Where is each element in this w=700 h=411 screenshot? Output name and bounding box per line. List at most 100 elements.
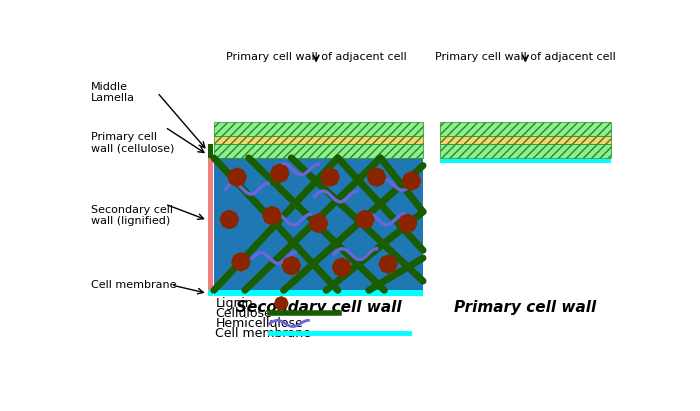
Circle shape	[309, 219, 318, 228]
Circle shape	[358, 212, 366, 220]
Text: Cell membrane: Cell membrane	[92, 280, 177, 290]
Circle shape	[225, 210, 234, 219]
Circle shape	[240, 261, 248, 269]
Circle shape	[398, 219, 407, 228]
Circle shape	[387, 256, 395, 265]
Bar	[208, 290, 213, 296]
Circle shape	[271, 208, 279, 217]
Circle shape	[330, 173, 339, 181]
Circle shape	[323, 176, 331, 185]
Circle shape	[276, 298, 282, 304]
Circle shape	[403, 224, 412, 232]
Circle shape	[379, 260, 388, 268]
Circle shape	[237, 173, 246, 181]
Bar	[208, 144, 213, 158]
Circle shape	[225, 220, 234, 229]
Circle shape	[237, 253, 245, 261]
Circle shape	[314, 224, 323, 232]
Bar	[214, 290, 423, 296]
Circle shape	[334, 266, 342, 275]
Circle shape	[332, 263, 342, 271]
Circle shape	[274, 300, 281, 307]
Circle shape	[240, 254, 248, 263]
Circle shape	[342, 263, 351, 271]
Bar	[440, 122, 610, 136]
Circle shape	[365, 215, 374, 224]
Circle shape	[403, 219, 412, 228]
Circle shape	[369, 170, 377, 178]
Bar	[214, 144, 423, 158]
Circle shape	[372, 178, 381, 186]
Circle shape	[280, 169, 288, 178]
Circle shape	[290, 258, 299, 267]
Circle shape	[389, 260, 397, 268]
Circle shape	[360, 210, 369, 219]
Circle shape	[233, 261, 242, 269]
Circle shape	[407, 181, 416, 190]
Circle shape	[228, 219, 237, 227]
Circle shape	[225, 215, 234, 224]
Circle shape	[410, 173, 419, 182]
Circle shape	[237, 258, 245, 266]
Circle shape	[314, 215, 323, 223]
Text: Primary cell wall of adjacent cell: Primary cell wall of adjacent cell	[225, 52, 407, 62]
Circle shape	[228, 212, 237, 220]
Circle shape	[279, 166, 287, 174]
Circle shape	[275, 169, 284, 178]
Circle shape	[281, 303, 287, 309]
Circle shape	[329, 176, 337, 185]
Text: Middle
Lamella: Middle Lamella	[92, 82, 135, 103]
Circle shape	[326, 178, 335, 186]
Bar	[208, 158, 213, 290]
Circle shape	[364, 212, 372, 220]
Text: Secondary cell wall: Secondary cell wall	[236, 300, 401, 315]
Text: Secondary cell
wall (lignified): Secondary cell wall (lignified)	[92, 205, 174, 226]
Circle shape	[384, 255, 393, 264]
Circle shape	[337, 259, 346, 267]
Circle shape	[360, 215, 369, 224]
Circle shape	[220, 215, 229, 224]
Circle shape	[228, 173, 237, 181]
Circle shape	[278, 304, 284, 310]
Circle shape	[341, 260, 349, 268]
Circle shape	[311, 222, 319, 231]
Circle shape	[279, 172, 287, 181]
Text: Cell membrane: Cell membrane	[216, 327, 312, 340]
Bar	[214, 136, 423, 144]
Circle shape	[272, 172, 281, 181]
Circle shape	[402, 177, 411, 185]
Circle shape	[341, 266, 349, 275]
Circle shape	[265, 208, 273, 217]
Circle shape	[265, 215, 273, 223]
Circle shape	[360, 220, 369, 229]
Circle shape	[267, 216, 276, 224]
Circle shape	[404, 180, 412, 189]
Circle shape	[282, 261, 291, 270]
Bar	[214, 158, 423, 290]
Circle shape	[323, 170, 331, 178]
Circle shape	[326, 173, 335, 181]
Circle shape	[311, 216, 319, 224]
Circle shape	[318, 216, 326, 224]
Bar	[440, 136, 610, 144]
Circle shape	[222, 219, 230, 227]
Text: Cellulose: Cellulose	[216, 307, 272, 320]
Circle shape	[407, 177, 416, 185]
Circle shape	[384, 265, 393, 273]
Bar	[440, 159, 610, 163]
Circle shape	[369, 176, 377, 185]
Circle shape	[230, 215, 238, 224]
Circle shape	[376, 170, 384, 178]
Circle shape	[407, 172, 416, 180]
Circle shape	[284, 265, 293, 273]
Circle shape	[272, 211, 281, 220]
Circle shape	[368, 173, 376, 181]
Circle shape	[381, 263, 389, 272]
Circle shape	[272, 166, 281, 174]
Circle shape	[318, 222, 326, 231]
Circle shape	[241, 258, 250, 266]
Circle shape	[400, 222, 409, 231]
Circle shape	[334, 260, 342, 268]
Circle shape	[292, 261, 300, 270]
Circle shape	[403, 215, 412, 223]
